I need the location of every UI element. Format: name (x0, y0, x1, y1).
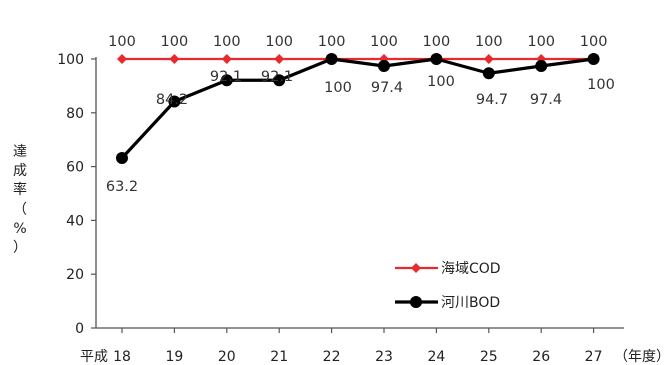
data-label-kaiiki-cod: 100 (161, 34, 189, 50)
x-tick-label: 27 (585, 349, 603, 365)
x-tick-label: 23 (375, 349, 393, 365)
y-tick-label: 20 (66, 267, 84, 283)
y-axis-label-char: 率 (13, 181, 27, 198)
legend-marker-kasen-bod (410, 296, 422, 308)
data-label-kasen-bod: 100 (324, 80, 352, 96)
axes (91, 57, 624, 333)
x-tick-label: 19 (165, 349, 183, 365)
data-label-kaiiki-cod: 100 (423, 34, 451, 50)
y-axis-label-char: % (13, 221, 26, 237)
legend-label-kaiiki-cod: 海域COD (441, 261, 501, 277)
data-label-kasen-bod: 94.7 (476, 92, 508, 108)
data-label-kaiiki-cod: 100 (580, 34, 608, 50)
y-tick-label: 60 (66, 160, 84, 176)
data-label-kasen-bod: 100 (427, 74, 455, 90)
y-axis-label-char: 成 (13, 163, 27, 179)
data-label-kasen-bod: 92.1 (261, 69, 293, 85)
y-axis-label-char: 達 (13, 144, 27, 160)
x-tick-label: 18 (113, 349, 131, 365)
x-axis-prefix: 平成 (80, 349, 108, 365)
point-kaiiki-cod (221, 54, 232, 64)
point-kasen-bod (325, 53, 338, 65)
series-layer (116, 53, 600, 164)
point-kaiiki-cod (117, 54, 127, 64)
x-tick-label: 22 (323, 349, 341, 365)
data-label-kaiiki-cod: 100 (527, 34, 555, 50)
y-axis-label-char: ） (13, 240, 27, 256)
data-labels: 100 100 100 100 100 100 100 100 100 100 63.2 84.2 92… (106, 34, 615, 195)
y-tick-label: 100 (57, 52, 84, 68)
point-kasen-bod (116, 151, 128, 164)
data-label-kasen-bod: 92.1 (210, 69, 242, 85)
y-axis-label-char: （ (13, 202, 27, 218)
point-kasen-bod (168, 95, 181, 108)
y-axis-label: 達成率 （% ） (13, 144, 27, 256)
point-kaiiki-cod (169, 54, 180, 64)
y-tick-labels: 0 20 40 60 80 100 (57, 52, 84, 337)
x-tick-label: 26 (532, 349, 550, 365)
x-tick-label: 21 (270, 349, 288, 365)
data-label-kaiiki-cod: 100 (213, 34, 241, 50)
point-kasen-bod (482, 67, 495, 80)
data-label-kasen-bod: 97.4 (530, 92, 562, 108)
series-line-kasen-bod (120, 57, 594, 160)
data-label-kasen-bod: 97.4 (371, 80, 403, 96)
data-label-kaiiki-cod: 100 (370, 34, 398, 50)
y-tick-label: 40 (66, 213, 84, 229)
x-axis-unit: （年度） (614, 349, 670, 365)
point-kasen-bod (587, 53, 600, 65)
point-kaiiki-cod (483, 54, 494, 64)
data-label-kasen-bod: 84.2 (156, 92, 188, 108)
point-kaiiki-cod (274, 54, 285, 64)
legend-label-kasen-bod: 河川BOD (441, 295, 500, 311)
legend-marker-kaiiki-cod (411, 263, 421, 273)
y-tick-label: 0 (75, 321, 84, 337)
data-label-kaiiki-cod: 100 (108, 34, 136, 50)
point-kasen-bod (220, 74, 233, 87)
x-tick-labels: 18 19 20 21 22 23 24 25 26 27 平成 （年度） (80, 349, 670, 365)
legend: 海域COD 河川BOD (395, 261, 501, 311)
point-kasen-bod (535, 59, 548, 72)
y-tick-label: 80 (66, 106, 84, 122)
data-label-kasen-bod: 63.2 (106, 179, 138, 195)
data-label-kasen-bod: 100 (587, 77, 615, 93)
x-tick-label: 25 (480, 349, 498, 365)
point-kasen-bod (430, 53, 443, 65)
x-tick-label: 20 (218, 349, 236, 365)
x-tick-label: 24 (427, 349, 445, 365)
data-label-kaiiki-cod: 100 (265, 34, 293, 50)
point-kasen-bod (378, 59, 390, 72)
data-label-kaiiki-cod: 100 (475, 34, 503, 50)
data-label-kaiiki-cod: 100 (318, 34, 346, 50)
point-kasen-bod (273, 74, 286, 87)
